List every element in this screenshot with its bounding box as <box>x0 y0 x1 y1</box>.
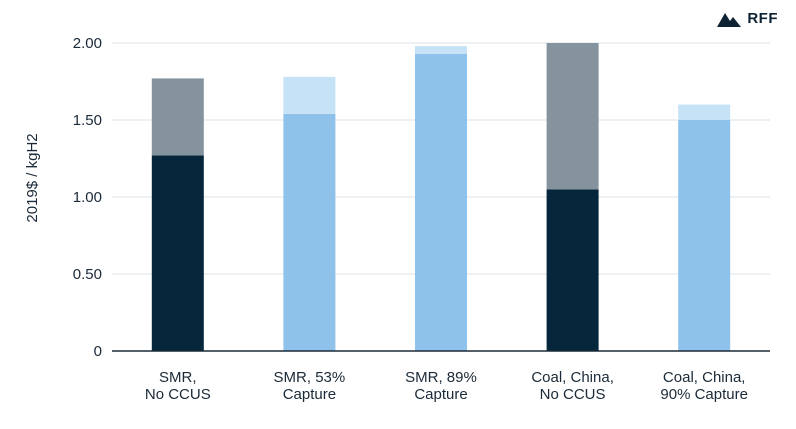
bar-segment <box>546 189 599 351</box>
rff-logo: RFF <box>717 10 778 27</box>
bar-segment <box>415 53 467 351</box>
bar-segment <box>283 76 336 114</box>
bar-segment <box>151 155 204 351</box>
y-tick-label: 2.00 <box>73 35 102 52</box>
x-category-label: Coal, China, No CCUS <box>531 369 614 403</box>
y-tick-label: 1.00 <box>73 189 102 206</box>
x-category-label: SMR, 53% Capture <box>274 369 346 403</box>
x-category-label: SMR, No CCUS <box>145 369 211 403</box>
bars <box>151 43 731 351</box>
bar-segment <box>415 46 467 54</box>
y-tick-label: 0.50 <box>73 266 102 283</box>
x-category-label: Coal, China, 90% Capture <box>660 369 748 403</box>
y-axis-title: 2019$ / kgH2 <box>24 133 41 222</box>
bar-segment <box>546 43 599 190</box>
bar-segment <box>678 120 731 351</box>
labels: 0 0.50 1.00 1.50 2.00 SMR, No CCUS SMR, 53% Capt… <box>73 35 748 403</box>
mountain-logo-icon <box>717 12 742 27</box>
x-category-label: SMR, 89% Capture <box>405 369 477 403</box>
logo-text: RFF <box>747 10 778 27</box>
bar-segment <box>283 113 336 351</box>
y-tick-label: 0 <box>94 343 102 360</box>
bar-segment <box>678 104 731 120</box>
y-tick-label: 1.50 <box>73 112 102 129</box>
bar-segment <box>151 78 204 156</box>
